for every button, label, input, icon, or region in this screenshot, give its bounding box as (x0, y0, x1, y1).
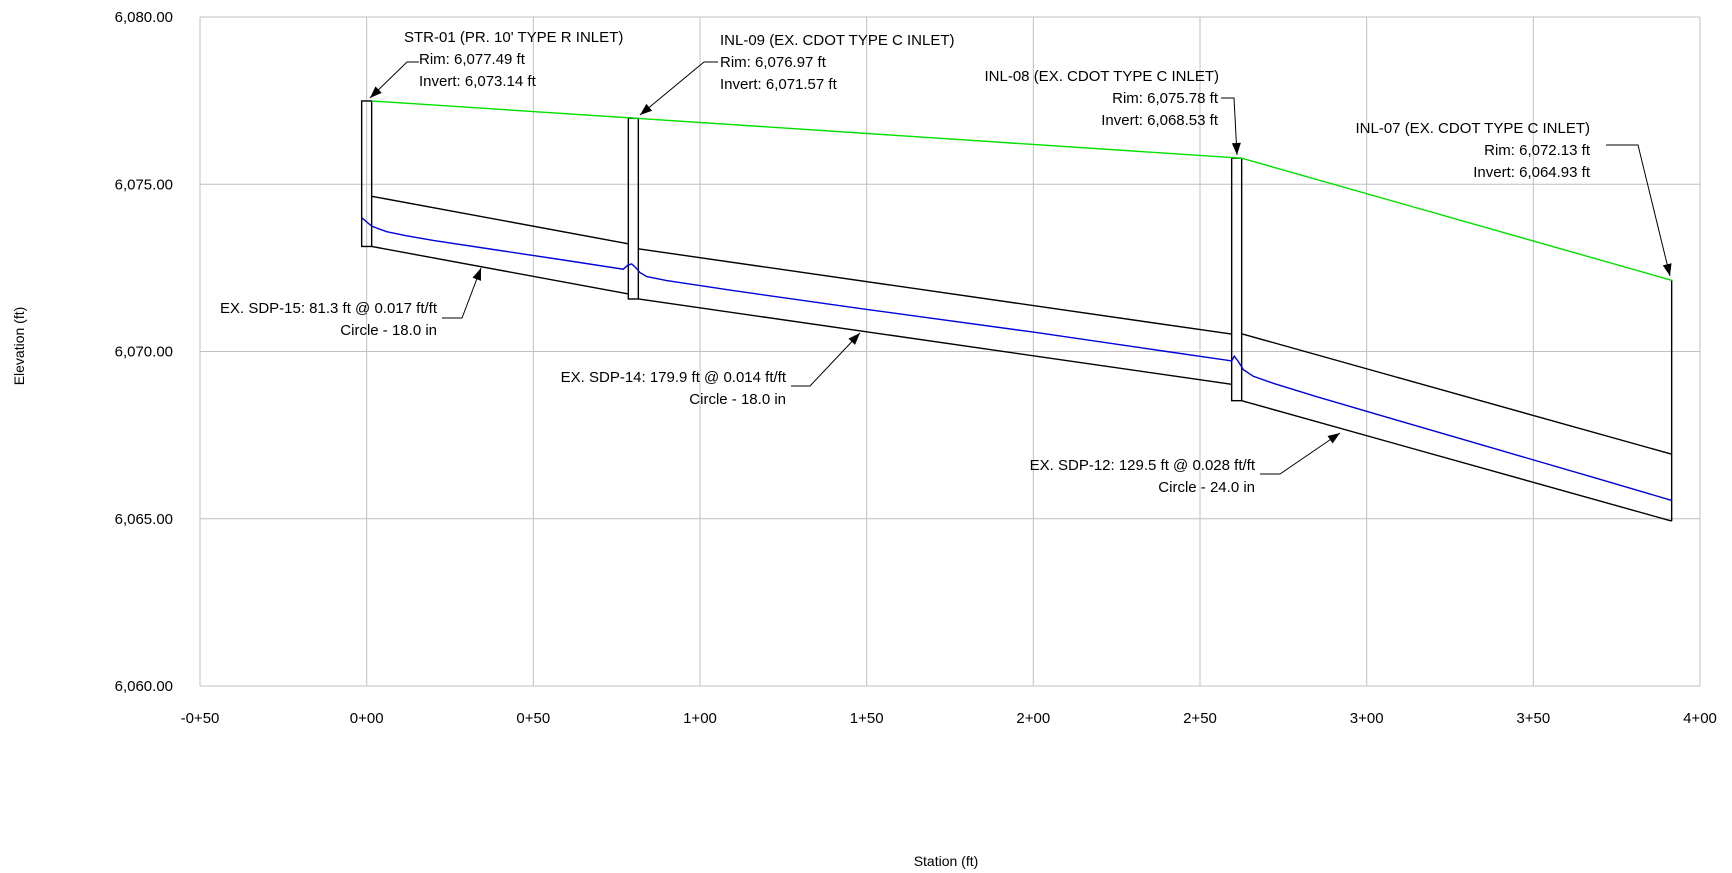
y-tick-label: 6,065.00 (115, 511, 173, 528)
inl07-leader (1606, 144, 1671, 277)
structure-str-01 (360, 100, 373, 248)
pipe-crown-ex-sdp-14 (638, 248, 1232, 335)
x-tick-label: 0+00 (350, 710, 384, 727)
x-tick-label: 3+00 (1350, 710, 1384, 727)
sdp15-label-line: EX. SDP-15: 81.3 ft @ 0.017 ft/ft (220, 300, 438, 317)
sdp12-leader (1260, 432, 1341, 475)
sdp12-label-line: Circle - 24.0 in (1158, 479, 1255, 496)
sdp15-label-line: Circle - 18.0 in (340, 322, 437, 339)
inl08-arrowhead (1231, 142, 1241, 155)
sdp14-arrowhead (848, 333, 860, 345)
sdp14-label-line: EX. SDP-14: 179.9 ft @ 0.014 ft/ft (561, 369, 787, 386)
inl08-label-line: Rim: 6,075.78 ft (1112, 90, 1219, 107)
y-tick-label: 6,080.00 (115, 9, 173, 26)
x-tick-label: 4+00 (1683, 710, 1717, 727)
inl09-label-line: INL-09 (EX. CDOT TYPE C INLET) (720, 32, 955, 49)
inl08-label-line: INL-08 (EX. CDOT TYPE C INLET) (985, 68, 1220, 85)
sdp15-leader (442, 267, 482, 319)
str01-label-line: Invert: 6,073.14 ft (419, 73, 537, 90)
inl08-label-line: Invert: 6,068.53 ft (1101, 112, 1219, 129)
y-tick-label: 6,060.00 (115, 678, 173, 695)
inl09-arrowhead (640, 103, 653, 115)
pipes (371, 195, 1672, 522)
y-axis-title: Elevation (ft) (11, 307, 27, 386)
grid: -0+50 0+00 0+50 1+00 1+50 2+00 2+50 3+00 3+50 4+0… (115, 9, 1717, 727)
sdp15-arrowhead (472, 268, 481, 281)
str01-arrowhead (370, 86, 382, 98)
hydraulic-grade-line (361, 217, 1672, 502)
inl07-label-line: Rim: 6,072.13 ft (1484, 142, 1591, 159)
x-tick-label: -0+50 (181, 710, 220, 727)
x-tick-label: 1+00 (683, 710, 717, 727)
sdp12-label-line: EX. SDP-12: 129.5 ft @ 0.028 ft/ft (1030, 457, 1256, 474)
x-tick-label: 2+00 (1016, 710, 1050, 727)
str01-label-line: STR-01 (PR. 10' TYPE R INLET) (404, 29, 623, 46)
structures (360, 100, 1673, 522)
pipe-crown-ex-sdp-15 (371, 195, 629, 245)
sdp14-leader (791, 332, 861, 387)
pipe-invert-ex-sdp-14 (638, 298, 1232, 385)
ground-line (371, 100, 1672, 281)
pipe-invert-ex-sdp-15 (371, 245, 629, 295)
x-tick-label: 2+50 (1183, 710, 1217, 727)
x-tick-label: 1+50 (850, 710, 884, 727)
inl07-label-line: Invert: 6,064.93 ft (1473, 164, 1591, 181)
y-tick-label: 6,070.00 (115, 344, 173, 361)
x-tick-label: 0+50 (516, 710, 550, 727)
pipe-crown-ex-sdp-12 (1241, 333, 1672, 455)
sdp12-arrowhead (1327, 433, 1340, 444)
inl09-label-line: Invert: 6,071.57 ft (720, 76, 838, 93)
x-tick-label: 3+50 (1516, 710, 1550, 727)
series (361, 100, 1672, 502)
inl08-leader (1221, 97, 1238, 156)
str01-label-line: Rim: 6,077.49 ft (419, 51, 526, 68)
inl09-leader (639, 61, 718, 116)
inl07-label-line: INL-07 (EX. CDOT TYPE C INLET) (1356, 120, 1591, 137)
str01-leader (369, 61, 419, 99)
inl07-arrowhead (1662, 263, 1672, 276)
y-tick-label: 6,075.00 (115, 176, 173, 193)
labels: STR-01 (PR. 10' TYPE R INLET) Rim: 6,077.… (220, 29, 1672, 496)
structure-inl-09 (627, 117, 640, 300)
x-axis-title: Station (ft) (914, 853, 979, 869)
sdp14-label-line: Circle - 18.0 in (689, 391, 786, 408)
pipe-invert-ex-sdp-12 (1241, 399, 1672, 522)
inl09-label-line: Rim: 6,076.97 ft (720, 54, 827, 71)
